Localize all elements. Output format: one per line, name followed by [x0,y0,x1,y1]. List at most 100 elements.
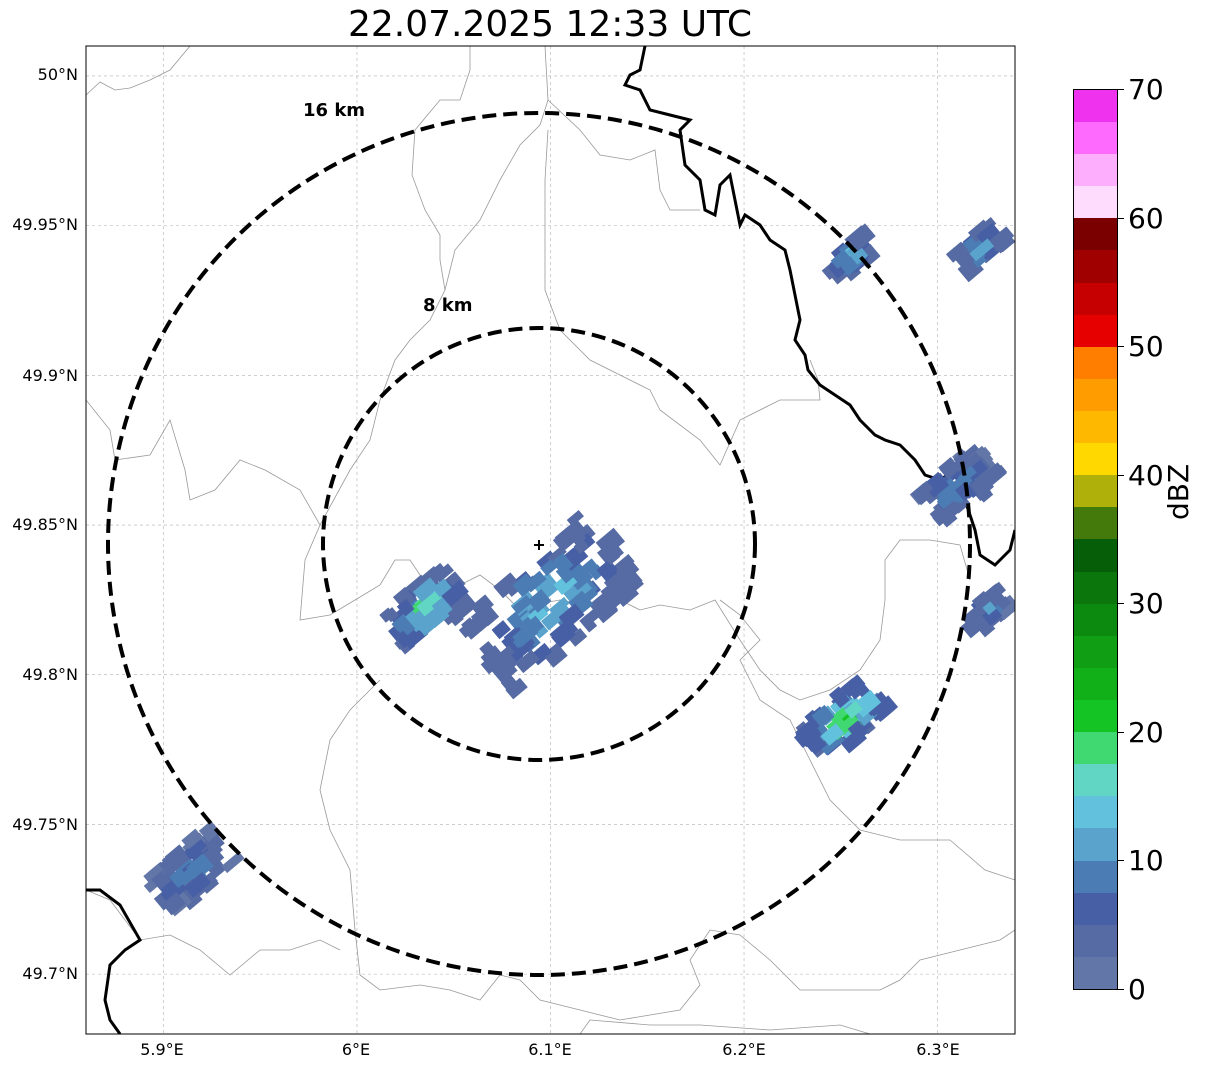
colorbar-segment [1074,443,1117,476]
colorbar-tick-label: 50 [1128,330,1164,363]
echo-pixel [953,450,970,466]
colorbar-tick-label: 70 [1128,73,1164,106]
echo-pixel [412,577,439,603]
echo-pixel [505,677,528,700]
colorbar-segment [1074,314,1117,347]
region-boundary-line [319,46,471,526]
colorbar-segment [1074,956,1117,989]
echo-pixel [945,241,969,263]
echo-pixel [873,698,896,721]
echo-pixel [795,721,822,748]
echo-pixel [181,828,206,853]
echo-pixel [396,598,415,617]
region-boundary-line [579,1019,871,1034]
echo-pixel [804,709,824,730]
echo-pixel [496,645,515,663]
echo-pixel [610,579,631,600]
colorbar-segment [1074,732,1117,765]
echo-pixel [470,594,494,617]
colorbar-tick-label: 40 [1128,459,1164,492]
echo-pixel [506,604,534,630]
range-ring-8km [321,326,757,762]
echo-pixel [200,846,223,869]
echo-pixel [847,720,869,742]
region-boundary-line [444,46,549,291]
echo-pixel [547,545,567,564]
echo-pixel [479,640,496,658]
echo-cluster [909,443,1008,528]
echo-cluster [793,674,899,758]
colorbar-segment [1074,411,1117,444]
echo-pixel [186,853,215,881]
echo-pixel [532,622,549,639]
echo-pixel [497,653,518,674]
echo-pixel [433,563,454,583]
echo-pixel [570,531,587,547]
echo-pixel [596,560,618,582]
y-tick-label: 49.75°N [12,815,78,834]
echo-pixel [971,590,993,611]
colorbar-label: dBZ [1162,463,1195,520]
colorbar-segment [1074,635,1117,668]
echo-pixel [470,606,492,626]
echo-pixel [820,723,845,746]
colorbar-segment [1074,571,1117,604]
colorbar-segment [1074,667,1117,701]
region-boundary-line [719,599,1015,881]
colorbar-segment [1074,378,1117,412]
colorbar-segment [1074,892,1117,925]
echo-cluster [379,562,476,655]
colorbar-segment [1074,764,1117,797]
echo-pixel [162,892,186,916]
colorbar-segment [1074,186,1117,219]
y-tick-label: 49.7°N [22,964,78,983]
colorbar-segment [1074,860,1117,893]
plot-frame [85,45,1016,1035]
colorbar-segment [1074,122,1117,155]
colorbar-tick-label: 0 [1128,973,1146,1006]
echo-pixel [595,527,626,557]
echo-pixel [221,851,245,874]
echo-pixel [960,611,989,639]
echo-pixel [846,679,867,700]
region-boundary-line [86,889,341,976]
x-tick-label: 5.9°E [140,1040,184,1059]
colorbar [1073,89,1118,990]
region-boundary-line [86,46,191,96]
echo-pixel [540,611,561,631]
range-rings [106,111,972,977]
echo-pixel [962,608,983,627]
echo-pixel [594,600,619,624]
echo-pixel [532,572,557,596]
region-boundary-line [544,129,821,466]
echo-pixel [579,614,598,633]
echo-pixel [982,606,1003,626]
echo-pixel [911,480,934,502]
echo-pixel [932,482,958,507]
colorbar-segment [1074,475,1117,508]
echo-pixel [551,552,574,575]
region-boundary-line [547,99,700,211]
echo-pixel [984,464,1008,486]
echo-pixel [383,607,400,623]
x-tick-label: 6.3°E [916,1040,960,1059]
region-boundary-line [319,679,1015,1021]
echo-pixel [578,523,596,542]
x-tick-label: 6.2°E [722,1040,766,1059]
echo-pixel [957,465,977,484]
echo-pixel [844,700,863,719]
echo-pixel [395,625,419,649]
region-boundaries [86,46,1015,1034]
colorbar-tick-label: 10 [1128,844,1164,877]
echo-pixel [493,572,521,599]
range-ring-16km [106,111,972,977]
ring-label-16km: 16 km [303,100,366,121]
echo-pixel [432,578,452,598]
echo-pixel [997,596,1012,610]
echo-pixel [540,559,558,577]
echo-cluster [945,217,1015,283]
map-grid [86,46,1015,1034]
colorbar-segment [1074,924,1117,957]
echo-pixel [515,649,540,674]
echo-pixel [938,457,961,480]
